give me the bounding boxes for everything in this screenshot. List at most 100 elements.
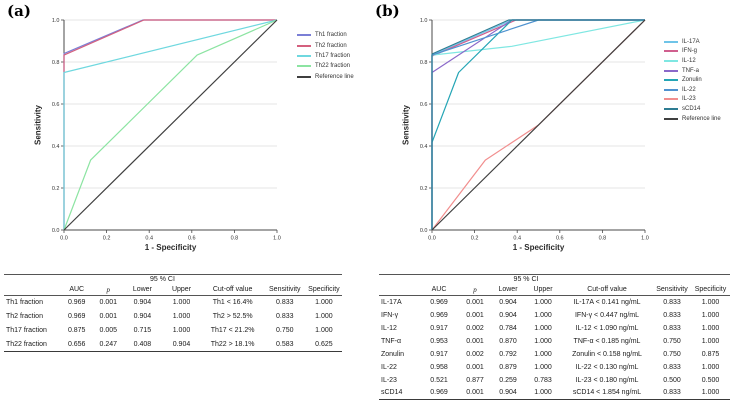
cell: 0.877: [466, 376, 484, 384]
col-header-Lower: Lower: [491, 284, 525, 296]
cell: 0.969: [67, 313, 86, 320]
cell: Th2 > 52.5%: [212, 313, 253, 320]
cell: 0.001: [466, 389, 484, 397]
x-tick-label: 0.8: [599, 236, 607, 242]
cell: 0.953: [430, 337, 448, 345]
cell: 0.408: [133, 340, 152, 348]
legend-item-th22-fraction: Th22 fraction: [297, 61, 354, 71]
table-row: Th17 fraction 0.875 0.005 0.715 1.000 Th17 < …: [4, 324, 342, 338]
cell: 1.000: [315, 313, 333, 320]
y-tick-label: 0.4: [52, 144, 60, 150]
roc-stats-table-b: 95 % CI AUC p Lower Upper Cut-off value Sensit…: [379, 274, 730, 400]
legend-swatch: [297, 34, 311, 37]
cell: 0.583: [276, 340, 294, 348]
cell: 1.000: [534, 311, 552, 319]
x-tick-label: 1.0: [273, 236, 281, 242]
roc-series-th17-fraction: [63, 19, 278, 230]
legend-swatch: [297, 75, 311, 78]
col-header-Sensitivity: Sensitivity: [263, 284, 306, 296]
panel-b: (b) 0.0 0.2 0.4 0.6 0.8 1.0 0.0 0.2 0.4 0.6 0.8 1.0…: [368, 0, 736, 412]
legend-swatch: [664, 79, 678, 82]
col-header-Specificity: Specificity: [305, 284, 342, 296]
cell: 0.833: [276, 299, 294, 307]
x-tick-label: 0.6: [188, 236, 196, 242]
row-label: IL-23: [381, 376, 397, 384]
legend-label: TNF-a: [682, 67, 699, 74]
y-tick-label: 0.8: [52, 60, 60, 66]
legend-item-scd14: sCD14: [664, 104, 721, 114]
cell: Th17 < 21.2%: [210, 327, 255, 334]
x-tick-label: 0.4: [145, 236, 153, 242]
panel-b-label: (b): [375, 2, 400, 20]
legend-swatch: [664, 107, 678, 110]
legend-label: IL-17A: [682, 38, 700, 45]
legend-swatch: [297, 44, 311, 47]
x-axis-title: 1 - Specificity: [144, 243, 197, 252]
cell: IL-22 < 0.130 ng/mL: [575, 363, 639, 371]
cell: 1.000: [172, 299, 191, 307]
row-label: TNF-α: [381, 337, 401, 345]
cell: 0.870: [499, 337, 517, 345]
x-tick-label: 0.4: [513, 236, 521, 242]
x-tick-label: 1.0: [641, 236, 649, 242]
cell: 0.001: [99, 299, 118, 307]
cell: 0.969: [430, 311, 448, 319]
cell: 1.000: [534, 298, 552, 306]
roc-series-reference-line: [431, 19, 646, 231]
cell: 1.000: [315, 299, 333, 307]
legend-item-ifn-g: IFN-g: [664, 47, 721, 57]
legend-swatch: [664, 59, 678, 62]
cell: 0.833: [663, 298, 681, 306]
col-header-Upper: Upper: [525, 284, 561, 296]
cell: TNF-α < 0.185 ng/mL: [573, 337, 641, 345]
table-row: sCD14 0.969 0.001 0.904 1.000 sCD14 < 1.854 n…: [379, 387, 730, 400]
row-label: IFN-γ: [381, 311, 399, 319]
col-header-p: p: [459, 284, 491, 296]
cell: 0.783: [534, 376, 552, 384]
row-label: IL-22: [381, 363, 397, 371]
legend-label: Th17 fraction: [315, 52, 351, 59]
legend-swatch: [664, 88, 678, 91]
legend-swatch: [664, 69, 678, 72]
cell: 0.500: [701, 376, 720, 384]
cell: 0.969: [67, 299, 86, 307]
table-row: IL-12 0.917 0.002 0.784 1.000 IL-12 < 1.090 n…: [379, 322, 730, 335]
legend-label: IL-12: [682, 57, 696, 64]
cell: 0.715: [133, 327, 152, 334]
legend-item-il-23: IL-23: [664, 95, 721, 105]
cell: Th22 > 18.1%: [210, 340, 255, 348]
col-header-Cut-off value: Cut-off value: [561, 284, 653, 296]
x-tick-label: 0.2: [471, 236, 479, 242]
row-label: Th17 fraction: [6, 327, 47, 334]
col-header-Specificity: Specificity: [691, 284, 730, 296]
cell: 0.969: [430, 298, 448, 306]
cell: 0.001: [466, 311, 484, 319]
cell: 0.750: [663, 337, 681, 345]
x-tick-label: 0.6: [556, 236, 564, 242]
panel-a-label: (a): [7, 2, 31, 20]
cell: 0.784: [499, 324, 517, 332]
cell: 0.001: [466, 337, 484, 345]
legend-item-zonulin: Zonulin: [664, 75, 721, 85]
legend-item-il-12: IL-12: [664, 56, 721, 66]
legend-b: IL-17A IFN-g IL-12 TNF-a Zonulin IL-22 IL-23 sC…: [664, 37, 721, 123]
cell: 0.656: [67, 340, 86, 348]
panel-a: (a) 0.0 0.2 0.4 0.6 0.8 1.0 0.0 0.2 0.4 0.6 0.8 1.0…: [4, 2, 354, 352]
cell: 1.000: [534, 337, 552, 345]
legend-swatch: [297, 54, 311, 57]
cell: 0.904: [133, 313, 152, 320]
cell: sCD14 < 1.854 ng/mL: [572, 389, 642, 397]
legend-item-il-22: IL-22: [664, 85, 721, 95]
cell: 1.000: [534, 350, 552, 358]
legend-swatch: [664, 50, 678, 53]
table-row: Zonulin 0.917 0.002 0.792 1.000 Zonulin < 0.1…: [379, 348, 730, 361]
cell: 0.879: [499, 363, 517, 371]
col-header-Cut-off value: Cut-off value: [201, 284, 264, 296]
cell: 1.000: [172, 313, 191, 320]
y-axis-title: Sensitivity: [401, 104, 411, 146]
legend-a: Th1 fraction Th2 fraction Th17 fraction Th2…: [297, 30, 354, 82]
cell: 1.000: [701, 389, 720, 397]
cell: 0.625: [315, 340, 333, 348]
col-header-row-label: [379, 284, 419, 296]
